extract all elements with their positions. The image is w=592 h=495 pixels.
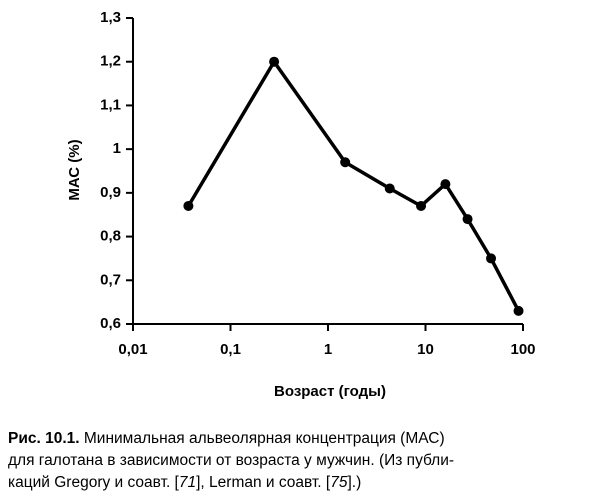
x-tick-label: 0,1 bbox=[220, 341, 241, 358]
y-tick-label: 0,6 bbox=[100, 315, 121, 332]
data-point bbox=[513, 305, 524, 316]
caption-text: ], Lerman и соавт. [ bbox=[196, 474, 331, 491]
x-tick-label: 10 bbox=[417, 341, 434, 358]
caption-text: ].) bbox=[347, 474, 362, 491]
data-point bbox=[486, 253, 497, 264]
x-tick-label: 0,01 bbox=[118, 341, 147, 358]
y-tick-label: 1,2 bbox=[100, 53, 121, 70]
y-axis-label: МАС (%) bbox=[66, 139, 83, 200]
x-tick-label: 100 bbox=[510, 341, 535, 358]
y-tick-label: 0,9 bbox=[100, 184, 121, 201]
caption-ref: 71 bbox=[178, 474, 197, 491]
caption-line: для галотана в зависимости от возраста у… bbox=[8, 450, 454, 472]
data-point bbox=[384, 183, 395, 194]
y-tick-label: 0,8 bbox=[100, 228, 121, 245]
data-point bbox=[440, 179, 451, 190]
x-tick-label: 1 bbox=[324, 341, 332, 358]
data-point bbox=[340, 157, 351, 168]
caption-text: Минимальная альвеолярная концентрация (М… bbox=[79, 430, 445, 447]
data-point bbox=[183, 200, 194, 211]
caption-ref: 75 bbox=[330, 474, 348, 491]
data-line bbox=[186, 59, 521, 312]
y-tick-label: 1,1 bbox=[100, 96, 121, 113]
data-point bbox=[416, 200, 427, 211]
data-point bbox=[269, 56, 280, 67]
data-point bbox=[462, 214, 473, 225]
caption-line: Рис. 10.1. Минимальная альвеолярная конц… bbox=[8, 428, 445, 450]
caption-text: каций Gregory и соавт. [ bbox=[8, 474, 179, 491]
y-tick-label: 1 bbox=[113, 140, 121, 157]
caption-line: каций Gregory и соавт. [71], Lerman и со… bbox=[8, 472, 361, 494]
caption-text: для галотана в зависимости от возраста у… bbox=[8, 452, 455, 469]
caption-label: Рис. 10.1. bbox=[8, 430, 80, 447]
x-axis-label: Возраст (годы) bbox=[274, 383, 386, 400]
y-tick-label: 1,3 bbox=[100, 9, 121, 26]
y-tick-label: 0,7 bbox=[100, 271, 121, 288]
chart: МАС (%) Возраст (годы) 0,6 0,7 0,8 0,9 1 1,1 1… bbox=[66, 9, 536, 400]
